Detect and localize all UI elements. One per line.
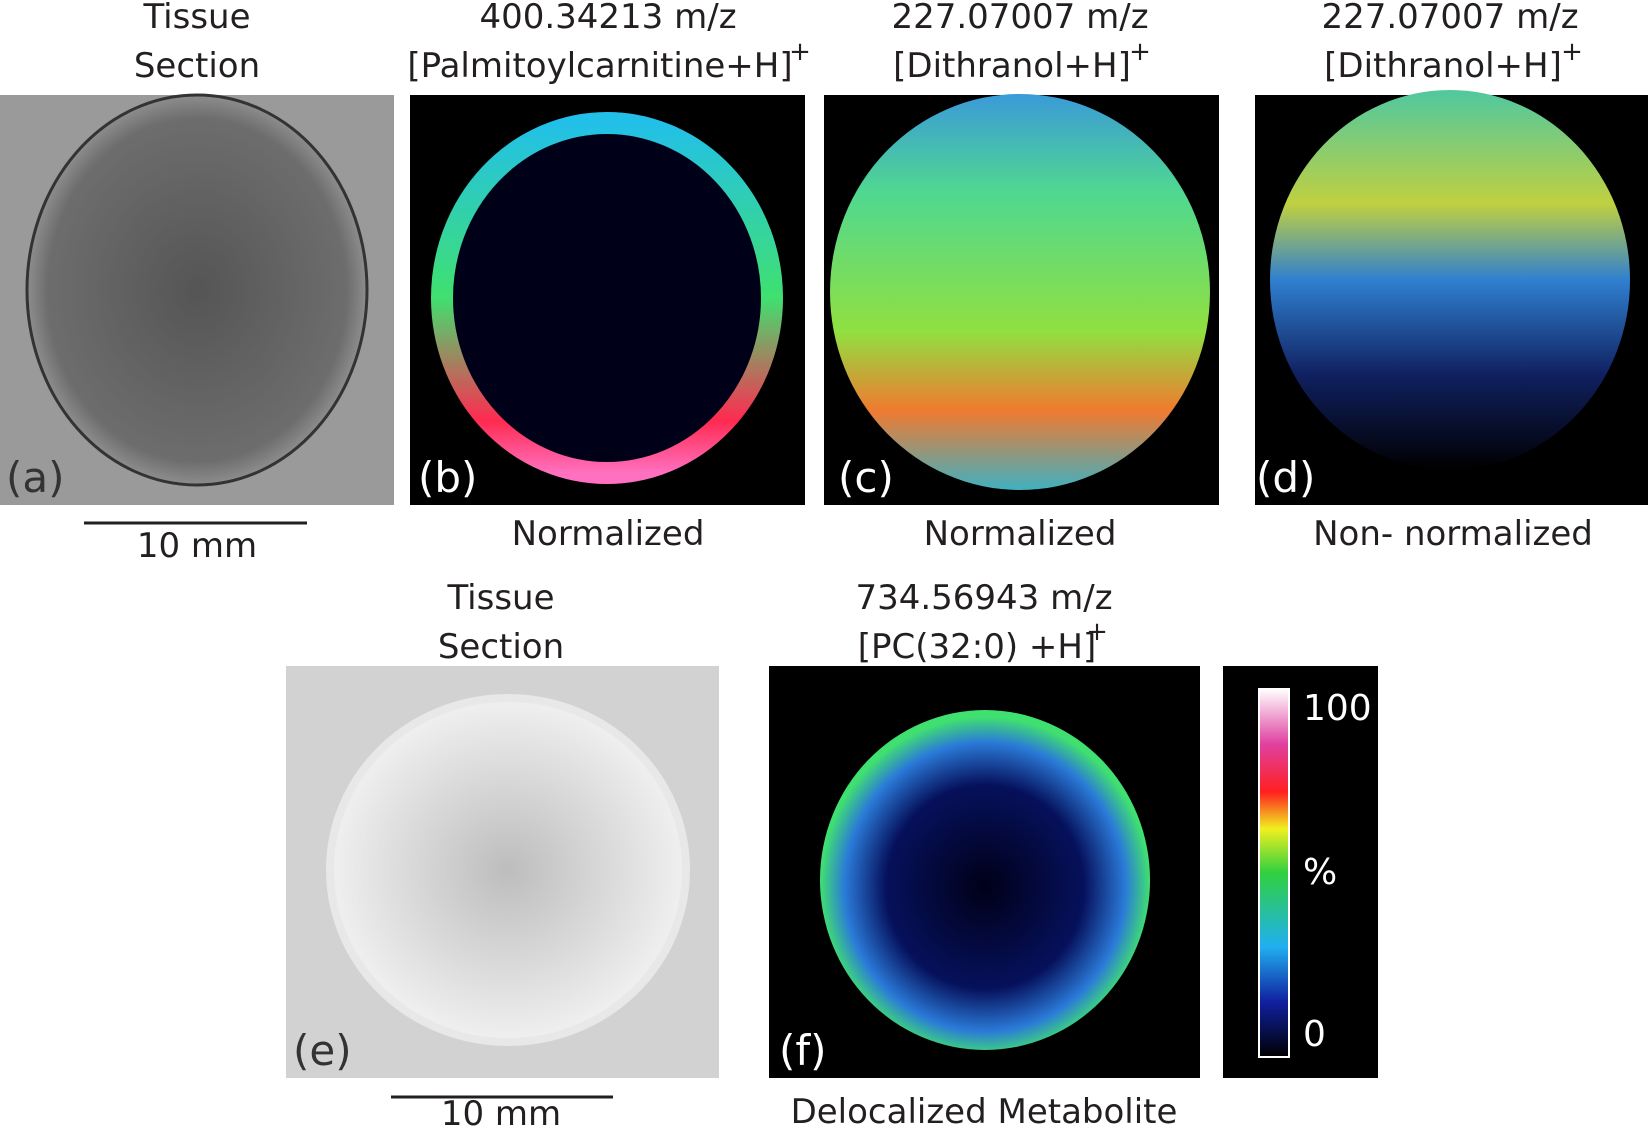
colorbar-max: 100 (1303, 688, 1372, 729)
panel-label: (a) (6, 453, 65, 502)
superscript: + (1561, 37, 1583, 67)
panel-title: [Palmitoylcarnitine+H] (407, 46, 792, 86)
colorbar-box (1223, 666, 1378, 1078)
signal-area (1270, 90, 1630, 470)
superscript: + (1129, 37, 1151, 67)
panel-caption: Normalized (924, 514, 1117, 554)
tissue-section (326, 694, 690, 1046)
panel-title: 400.34213 m/z (479, 0, 736, 37)
panel-caption: Delocalized Metabolite (791, 1092, 1178, 1132)
colorbar-unit: % (1303, 852, 1337, 893)
panel-caption: Normalized (512, 514, 705, 554)
panel-title: [PC(32:0) +H] (858, 627, 1097, 667)
panel-title: 227.07007 m/z (1321, 0, 1578, 37)
signal-ring (431, 112, 783, 484)
panel-title: 227.07007 m/z (891, 0, 1148, 37)
superscript: + (789, 37, 811, 67)
panel-label: (c) (838, 453, 894, 502)
superscript: + (1086, 617, 1108, 647)
panel-title: [Dithranol+H] (893, 46, 1131, 86)
panel-label: (e) (293, 1026, 352, 1075)
panel-title: Section (438, 627, 564, 667)
panel-title: 734.56943 m/z (855, 578, 1112, 618)
colorbar-min: 0 (1303, 1014, 1326, 1055)
panel-caption: Non- normalized (1313, 514, 1593, 554)
panel-label: (d) (1256, 453, 1315, 502)
panel-title: Tissue (142, 0, 250, 37)
scale-label: 10 mm (137, 526, 257, 566)
panel-label: (f) (779, 1026, 827, 1075)
signal-area (830, 94, 1210, 490)
panel-label: (b) (418, 453, 477, 502)
panel-title: Tissue (446, 578, 554, 618)
tissue-section (25, 93, 369, 487)
panel-title: Section (134, 46, 260, 86)
panel-title: [Dithranol+H] (1324, 46, 1562, 86)
scale-label: 10 mm (441, 1094, 561, 1132)
signal-ring (820, 710, 1150, 1050)
colorbar (1258, 688, 1290, 1058)
